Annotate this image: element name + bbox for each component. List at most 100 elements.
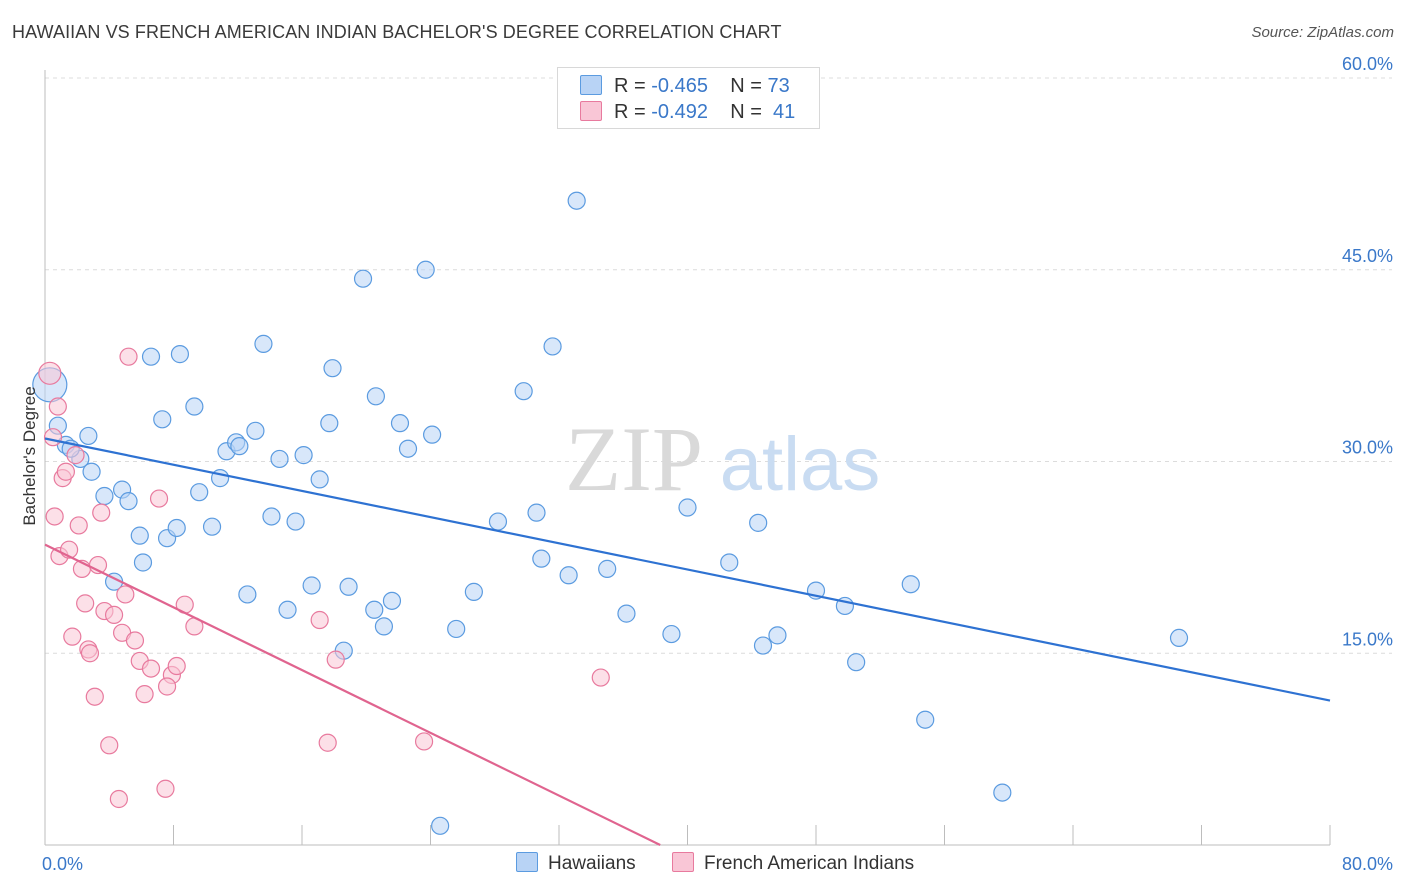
legend-r-value-hawaiians: -0.465 [651, 75, 708, 97]
hawaiians-point [323, 359, 342, 378]
bottom-legend-swatch-french-american-indians [672, 852, 694, 872]
french-american-indians-point [104, 605, 124, 625]
french-american-indians-point [76, 594, 95, 613]
hawaiians-point [133, 553, 153, 572]
hawaiians-point [1169, 628, 1189, 648]
watermark-atlas: atlas [720, 422, 881, 507]
y-tick-label: 30.0% [1342, 438, 1393, 458]
hawaiians-point [246, 421, 265, 440]
french-american-indians-point [85, 687, 104, 706]
y-tick-label: 45.0% [1342, 246, 1393, 266]
hawaiians-point [901, 575, 920, 594]
hawaiians-point [678, 498, 697, 517]
hawaiians-point [167, 518, 186, 538]
legend-row-french-american-indians: R = -0.492 N = 41 [580, 101, 795, 125]
french-american-indians-point [318, 733, 337, 752]
hawaiians-trend-line [44, 437, 1331, 702]
french-american-indians-point [92, 503, 111, 522]
hawaiians-point [170, 345, 190, 364]
french-american-indians-point [167, 656, 186, 676]
watermark: ZIP atlas [565, 408, 880, 510]
chart-title: HAWAIIAN VS FRENCH AMERICAN INDIAN BACHE… [12, 22, 782, 42]
legend-row-hawaiians: R = -0.465 N = 73 [580, 75, 790, 99]
hawaiians-point [185, 397, 204, 416]
legend-swatch-french-american-indians [580, 101, 602, 121]
trend-layer [44, 437, 1331, 846]
bottom-legend-french-american-indians: French American Indians [672, 852, 914, 875]
hawaiians-point [82, 462, 101, 481]
french-american-indians-point [414, 732, 434, 751]
hawaiians-point [130, 526, 149, 545]
hawaiians-point [374, 617, 394, 636]
french-american-indians-point [66, 446, 85, 465]
french-american-indians-point [56, 462, 75, 481]
y-axis-label: Bachelor's Degree [20, 386, 39, 526]
hawaiians-point [190, 483, 209, 502]
hawaiians-point [320, 414, 339, 433]
hawaiians-point [598, 559, 617, 578]
french-american-indians-point [80, 644, 100, 663]
hawaiians-point [95, 486, 114, 506]
hawaiians-point [278, 600, 297, 619]
hawaiians-point [254, 334, 273, 353]
french-american-indians-point [157, 677, 177, 696]
y-tick-label: 15.0% [1342, 629, 1393, 649]
axis-layer [44, 70, 1331, 846]
x-tick-label-max: 80.0% [1342, 854, 1393, 874]
hawaiians-point [153, 410, 172, 429]
french-american-indians-point [48, 397, 67, 416]
hawaiians-point [447, 619, 466, 639]
hawaiians-point [567, 191, 586, 210]
french-american-indians-point [109, 789, 128, 809]
hawaiians-point [527, 503, 546, 522]
hawaiians-point [543, 337, 562, 356]
hawaiians-point [753, 636, 773, 655]
hawaiians-point [464, 582, 483, 601]
hawaiians-point [416, 260, 435, 279]
hawaiians-point [365, 600, 384, 619]
french-american-indians-point [119, 347, 138, 366]
hawaiians-point [423, 425, 442, 444]
legend-r-label: R = [614, 75, 646, 97]
hawaiians-point [294, 446, 313, 465]
hawaiians-point [398, 439, 418, 458]
bottom-legend-hawaiians: Hawaiians [516, 852, 636, 875]
bottom-legend-label-french-american-indians: French American Indians [704, 853, 915, 874]
legend-n-label: N = [730, 75, 762, 97]
french-american-indians-point [125, 631, 145, 650]
hawaiians-point [302, 576, 321, 595]
hawaiians-point [617, 604, 636, 623]
bottom-legend-label-hawaiians: Hawaiians [548, 853, 636, 874]
grid-layer [45, 77, 1392, 654]
hawaiians-point [119, 492, 138, 511]
hawaiians-point [390, 414, 410, 433]
hawaiians-point [230, 437, 249, 456]
french-american-indians-point [141, 659, 161, 678]
hawaiians-point [238, 585, 257, 604]
hawaiians-point [310, 470, 329, 489]
legend-n-value-french-american-indians: 41 [773, 101, 796, 123]
points-layer [32, 191, 1189, 835]
legend-r-label: R = [614, 101, 646, 123]
hawaiians-point [431, 816, 450, 835]
french-american-indians-trend-line [44, 543, 661, 846]
french-american-indians-point [100, 736, 119, 755]
hawaiians-point [488, 512, 508, 531]
french-american-indians-point [45, 507, 64, 526]
legend: R = -0.465 N = 73 R = -0.492 N = 41 [557, 67, 820, 129]
french-american-indians-point [63, 627, 82, 646]
hawaiians-point [339, 577, 358, 596]
hawaiians-point [514, 382, 533, 401]
french-american-indians-point [69, 516, 88, 535]
french-american-indians-point [135, 685, 154, 704]
hawaiians-point [559, 566, 578, 585]
hawaiians-point [366, 387, 385, 406]
hawaiians-point [749, 513, 768, 532]
hawaiians-point [202, 517, 222, 536]
hawaiians-point [916, 710, 935, 729]
french-american-indians-point [156, 779, 175, 798]
french-american-indians-point [310, 610, 329, 630]
french-american-indians-point [38, 361, 62, 385]
legend-r-value-french-american-indians: -0.492 [651, 101, 708, 123]
watermark-zip: ZIP [565, 408, 703, 510]
